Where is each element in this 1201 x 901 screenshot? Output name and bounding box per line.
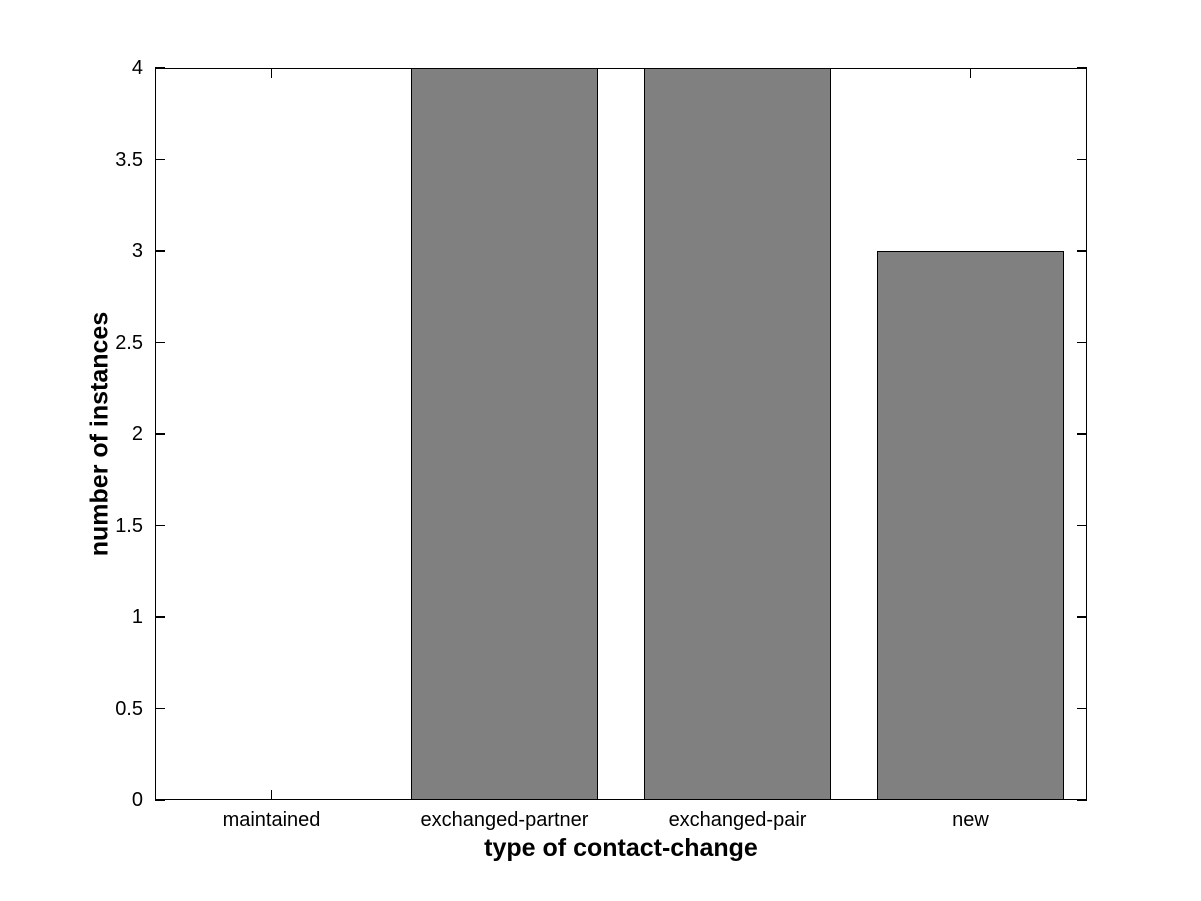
y-tick-left xyxy=(155,67,165,69)
bar-new xyxy=(877,251,1064,800)
x-tick-top xyxy=(270,68,273,78)
y-tick-right xyxy=(1077,707,1087,710)
y-tick-left xyxy=(155,799,165,801)
y-tick-right xyxy=(1077,433,1087,435)
y-tick-right xyxy=(1077,524,1087,527)
x-tick-label-maintained: maintained xyxy=(222,809,321,831)
y-tick-right xyxy=(1077,67,1087,69)
y-tick-label: 3.5 xyxy=(115,148,143,171)
y-tick-left xyxy=(155,616,165,618)
y-tick-left xyxy=(155,341,165,344)
y-tick-label: 1.5 xyxy=(115,514,143,537)
y-tick-right xyxy=(1077,158,1087,161)
y-tick-label: 1 xyxy=(131,606,143,628)
y-tick-right xyxy=(1077,616,1087,618)
y-tick-label: 2.5 xyxy=(115,331,143,354)
x-tick-label-new: new xyxy=(952,809,989,831)
y-tick-left xyxy=(155,250,165,252)
y-tick-label: 0.5 xyxy=(115,697,143,720)
x-tick-label-exchanged-partner: exchanged-partner xyxy=(420,809,589,831)
y-tick-left xyxy=(155,524,165,527)
y-tick-left xyxy=(155,433,165,435)
x-tick-label-exchanged-pair: exchanged-pair xyxy=(668,809,807,831)
y-tick-left xyxy=(155,158,165,161)
y-tick-label: 2 xyxy=(131,423,143,445)
y-tick-label: 3 xyxy=(131,240,143,262)
x-tick-bottom xyxy=(270,790,273,800)
x-tick-top xyxy=(969,68,972,78)
x-axis-label: type of contact-change xyxy=(484,834,758,862)
bar-exchanged-pair xyxy=(644,68,831,800)
y-tick-label: 0 xyxy=(131,789,143,811)
y-tick-label: 4 xyxy=(131,57,143,79)
bar-exchanged-partner xyxy=(411,68,598,800)
y-tick-right xyxy=(1077,250,1087,252)
y-tick-left xyxy=(155,707,165,710)
y-tick-right xyxy=(1077,341,1087,344)
y-tick-right xyxy=(1077,799,1087,801)
